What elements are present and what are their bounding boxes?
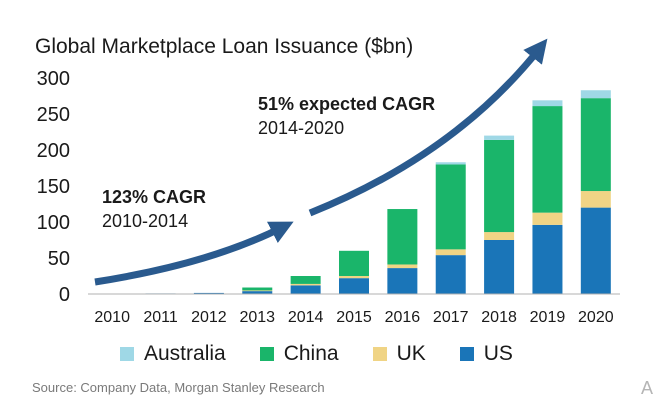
y-tick-label: 100: [37, 212, 70, 234]
y-tick-label: 300: [37, 68, 70, 90]
stacked-bar-chart: Global Marketplace Loan Issuance ($bn) 0…: [35, 35, 620, 326]
legend-swatch-china: [259, 347, 274, 361]
expected-growth-arrow: [308, 38, 548, 217]
y-axis: 0 50 100 150 200 250 300: [37, 68, 70, 306]
bar-segment-china-2015: [339, 250, 369, 276]
x-tick-label: 2012: [191, 309, 227, 326]
legend-item-china: China: [259, 342, 339, 366]
bars: [97, 90, 611, 295]
bar-segment-uk-2014: [290, 283, 321, 286]
x-tick-label: 2010: [94, 309, 130, 326]
legend-item-uk: UK: [372, 342, 426, 366]
x-tick-label: 2011: [143, 309, 178, 326]
bar-segment-us-2015: [339, 278, 369, 294]
x-tick-label: 2020: [578, 309, 614, 326]
legend-label-china: China: [283, 342, 339, 365]
cagr-early-period: 2010-2014: [102, 211, 188, 231]
bar-segment-australia-2018: [484, 135, 515, 140]
bar-segment-us-2019: [532, 224, 563, 294]
y-tick-label: 150: [37, 176, 70, 198]
bar-segment-us-2020: [580, 207, 611, 294]
bar-segment-us-2013: [242, 291, 273, 294]
bar-segment-china-2018: [484, 139, 515, 233]
bar-segment-china-2019: [532, 106, 563, 213]
x-tick-label: 2019: [530, 309, 566, 326]
legend: Australia China UK US: [120, 342, 513, 366]
x-tick-label: 2017: [433, 309, 469, 326]
source-note: Source: Company Data, Morgan Stanley Res…: [32, 380, 325, 395]
bar-segment-us-2012: [193, 292, 224, 294]
x-tick-label: 2016: [385, 309, 421, 326]
bar-segment-china-2020: [580, 98, 611, 192]
y-tick-label: 50: [48, 248, 70, 270]
legend-swatch-uk: [372, 347, 387, 361]
corner-mark: A: [640, 378, 653, 398]
y-tick-label: 0: [59, 284, 70, 306]
bar-segment-uk-2017: [435, 249, 466, 256]
legend-label-australia: Australia: [144, 342, 226, 365]
cagr-expected-period: 2014-2020: [258, 118, 344, 138]
bar-segment-uk-2018: [484, 232, 515, 240]
bar-segment-us-2018: [484, 240, 515, 294]
x-tick-label: 2015: [336, 309, 372, 326]
bar-segment-uk-2019: [532, 212, 563, 225]
bar-segment-china-2017: [435, 164, 466, 250]
x-tick-label: 2018: [481, 309, 517, 326]
bar-segment-china-2013: [242, 287, 273, 291]
legend-swatch-us: [459, 347, 474, 361]
cagr-early-headline: 123% CAGR: [102, 187, 206, 207]
bar-segment-uk-2016: [387, 264, 418, 269]
bar-segment-china-2016: [387, 209, 418, 265]
y-tick-label: 200: [37, 140, 70, 162]
x-tick-label: 2014: [288, 309, 324, 326]
bar-segment-china-2014: [290, 276, 321, 284]
legend-label-us: US: [483, 342, 513, 365]
legend-item-australia: Australia: [120, 342, 226, 366]
chart-title: Global Marketplace Loan Issuance ($bn): [35, 35, 413, 58]
legend-swatch-australia: [120, 347, 134, 361]
growth-arrow: [94, 221, 294, 286]
bar-segment-australia-2017: [435, 162, 466, 165]
legend-label-uk: UK: [396, 342, 426, 365]
bar-segment-uk-2020: [580, 191, 611, 208]
bar-segment-uk-2015: [339, 276, 369, 279]
bar-segment-us-2017: [435, 255, 466, 294]
bar-segment-uk-2013: [242, 290, 273, 292]
x-tick-label: 2013: [239, 309, 275, 326]
legend-item-us: US: [459, 342, 513, 366]
x-axis: 2010 2011 2012 2013 2014 2015 2016 2017 2018 2019…: [94, 309, 613, 326]
bar-segment-us-2016: [387, 268, 418, 294]
bar-segment-australia-2019: [532, 100, 563, 107]
bar-segment-australia-2020: [580, 90, 611, 99]
cagr-expected-headline: 51% expected CAGR: [258, 94, 435, 114]
bar-segment-us-2014: [290, 285, 321, 294]
y-tick-label: 250: [37, 104, 70, 126]
